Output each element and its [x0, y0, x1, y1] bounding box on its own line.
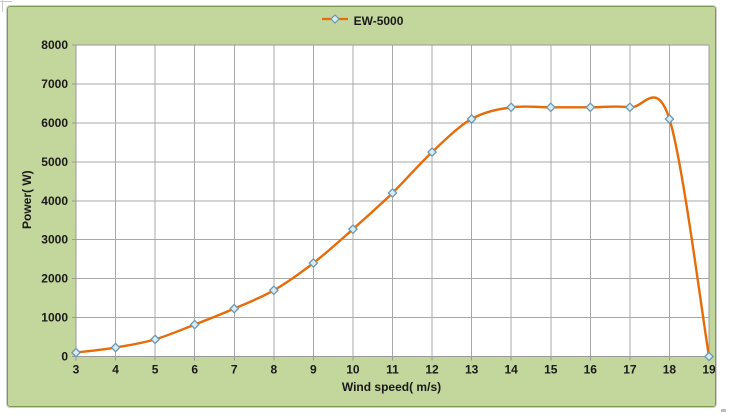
plot-area[interactable]: 3 4 5 6 7 8 9 10 11 12 13 14 15 16 17 18 19 0 1000 2000 3000… [8, 7, 715, 406]
data-point-marker [664, 113, 675, 125]
x-tick-label: 9 [310, 363, 317, 377]
x-tick-label: 18 [663, 363, 677, 377]
y-axis-title: Power( W) [20, 170, 34, 230]
x-tick-label: 11 [386, 363, 399, 377]
data-point-marker [347, 224, 358, 235]
legend-swatch-icon [321, 14, 348, 24]
data-point-marker [427, 147, 438, 158]
data-point-marker [70, 347, 82, 358]
data-point-marker [506, 102, 517, 113]
data-point-marker [229, 303, 240, 314]
data-point-marker [110, 342, 121, 353]
x-tick-label: 14 [505, 363, 519, 377]
x-tick-label: 7 [231, 363, 238, 377]
y-tick-label: 0 [61, 350, 68, 364]
spreadsheet-gridline-fragment [2, 0, 3, 12]
legend[interactable]: EW-5000 [8, 13, 715, 29]
data-point-marker [466, 113, 477, 125]
x-tick-label: 12 [425, 363, 439, 377]
data-point-marker [624, 102, 635, 113]
y-tick-label: 6000 [41, 116, 68, 130]
x-tick-label: 13 [465, 363, 479, 377]
x-tick-label: 10 [346, 363, 360, 377]
data-point-marker [189, 319, 200, 330]
spreadsheet-gridline-fragment [0, 1, 12, 2]
y-tick-label: 1000 [41, 311, 68, 325]
x-tick-label: 19 [702, 363, 715, 377]
x-tick-label: 17 [623, 363, 637, 377]
data-point-marker [387, 187, 398, 198]
y-tick-label: 2000 [41, 272, 68, 286]
legend-series-label: EW-5000 [353, 14, 404, 28]
x-tick-label: 8 [270, 363, 277, 377]
data-point-marker [703, 351, 715, 362]
x-axis-title: Wind speed( m/s) [341, 380, 442, 394]
x-tick-label: 6 [191, 363, 198, 377]
legend-line-marker-icon [320, 12, 350, 30]
data-point-marker [308, 258, 319, 269]
y-tick-label: 5000 [41, 155, 68, 169]
y-tick-label: 7000 [41, 77, 68, 91]
data-point-marker [545, 102, 556, 113]
x-tick-label: 5 [152, 363, 159, 377]
x-tick-label: 15 [544, 363, 558, 377]
x-tick-label: 16 [584, 363, 598, 377]
spreadsheet-gridline-fragment [721, 409, 726, 412]
y-tick-label: 4000 [41, 194, 68, 208]
data-point-marker [585, 102, 596, 113]
data-point-marker [268, 285, 279, 296]
x-tick-label: 3 [73, 363, 80, 377]
y-tick-label: 3000 [41, 233, 68, 247]
x-tick-label: 4 [112, 363, 119, 377]
y-tick-label: 8000 [41, 38, 68, 52]
chart-area[interactable]: EW-5000 3 4 5 6 7 8 9 10 11 12 13 14 15 16 17 18 19 0 1000… [6, 5, 717, 408]
data-point-marker [150, 334, 161, 345]
